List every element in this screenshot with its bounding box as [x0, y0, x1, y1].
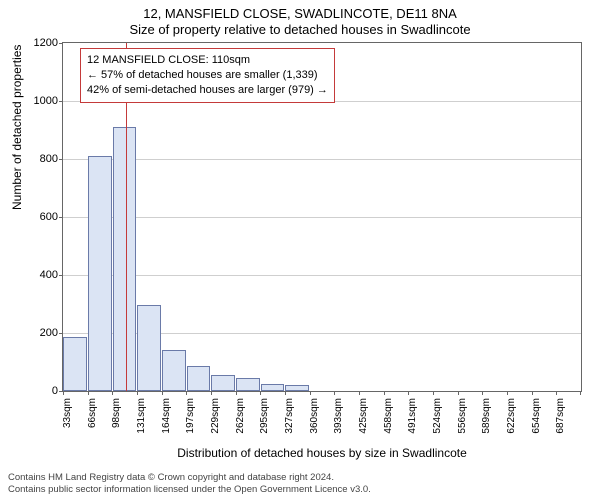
y-tick-mark — [59, 101, 63, 102]
x-tick-label: 654sqm — [531, 398, 542, 448]
x-tick-mark — [260, 391, 261, 395]
x-tick-mark — [334, 391, 335, 395]
x-tick-mark — [359, 391, 360, 395]
x-tick-label: 425sqm — [358, 398, 369, 448]
footer-line2: Contains public sector information licen… — [8, 484, 371, 496]
x-tick-label: 458sqm — [383, 398, 394, 448]
x-axis-label: Distribution of detached houses by size … — [62, 446, 582, 460]
grid-line — [63, 275, 581, 276]
y-tick-label: 1200 — [18, 37, 58, 49]
x-tick-mark — [408, 391, 409, 395]
annotation-line: 12 MANSFIELD CLOSE: 110sqm — [87, 53, 328, 68]
x-tick-label: 556sqm — [457, 398, 468, 448]
annotation-line: 42% of semi-detached houses are larger (… — [87, 83, 328, 98]
y-axis-label: Number of detached properties — [10, 45, 24, 210]
x-tick-label: 393sqm — [333, 398, 344, 448]
x-tick-label: 66sqm — [87, 398, 98, 448]
y-tick-mark — [59, 275, 63, 276]
footer-line1: Contains HM Land Registry data © Crown c… — [8, 472, 371, 484]
histogram-bar — [113, 127, 137, 391]
y-tick-mark — [59, 43, 63, 44]
x-tick-label: 491sqm — [407, 398, 418, 448]
x-tick-mark — [433, 391, 434, 395]
x-tick-label: 98sqm — [111, 398, 122, 448]
x-tick-label: 229sqm — [210, 398, 221, 448]
x-tick-label: 262sqm — [235, 398, 246, 448]
page-title-line1: 12, MANSFIELD CLOSE, SWADLINCOTE, DE11 8… — [0, 6, 600, 21]
grid-line — [63, 159, 581, 160]
y-tick-label: 400 — [18, 269, 58, 281]
y-tick-label: 600 — [18, 211, 58, 223]
x-tick-label: 327sqm — [284, 398, 295, 448]
histogram-bar — [236, 378, 260, 391]
y-tick-mark — [59, 217, 63, 218]
x-tick-label: 164sqm — [161, 398, 172, 448]
x-tick-mark — [211, 391, 212, 395]
x-tick-mark — [532, 391, 533, 395]
histogram-bar — [88, 156, 112, 391]
y-tick-label: 800 — [18, 153, 58, 165]
y-tick-mark — [59, 159, 63, 160]
x-tick-mark — [285, 391, 286, 395]
grid-line — [63, 217, 581, 218]
x-tick-mark — [137, 391, 138, 395]
y-tick-label: 200 — [18, 327, 58, 339]
histogram-bar — [285, 385, 309, 391]
x-tick-mark — [507, 391, 508, 395]
y-tick-label: 1000 — [18, 95, 58, 107]
y-tick-mark — [59, 333, 63, 334]
x-tick-mark — [63, 391, 64, 395]
histogram-bar — [211, 375, 235, 391]
page-title-line2: Size of property relative to detached ho… — [0, 22, 600, 37]
x-tick-mark — [310, 391, 311, 395]
histogram-bar — [137, 305, 161, 391]
x-tick-label: 197sqm — [185, 398, 196, 448]
x-tick-label: 687sqm — [555, 398, 566, 448]
x-tick-label: 33sqm — [62, 398, 73, 448]
annotation-box: 12 MANSFIELD CLOSE: 110sqm← 57% of detac… — [80, 48, 335, 103]
x-tick-mark — [236, 391, 237, 395]
x-tick-label: 622sqm — [506, 398, 517, 448]
x-tick-label: 295sqm — [259, 398, 270, 448]
x-tick-mark — [112, 391, 113, 395]
histogram-bar — [187, 366, 211, 391]
x-tick-mark — [556, 391, 557, 395]
histogram-bar — [261, 384, 285, 391]
x-tick-label: 524sqm — [432, 398, 443, 448]
x-tick-mark — [482, 391, 483, 395]
x-tick-mark — [162, 391, 163, 395]
x-tick-mark — [458, 391, 459, 395]
y-tick-label: 0 — [18, 385, 58, 397]
x-tick-label: 360sqm — [309, 398, 320, 448]
x-tick-mark — [88, 391, 89, 395]
histogram-bar — [63, 337, 87, 391]
histogram-bar — [162, 350, 186, 391]
x-tick-mark — [580, 391, 581, 395]
footer-attribution: Contains HM Land Registry data © Crown c… — [8, 472, 371, 496]
x-tick-mark — [186, 391, 187, 395]
x-tick-label: 131sqm — [136, 398, 147, 448]
annotation-line: ← 57% of detached houses are smaller (1,… — [87, 68, 328, 83]
x-tick-mark — [384, 391, 385, 395]
x-tick-label: 589sqm — [481, 398, 492, 448]
